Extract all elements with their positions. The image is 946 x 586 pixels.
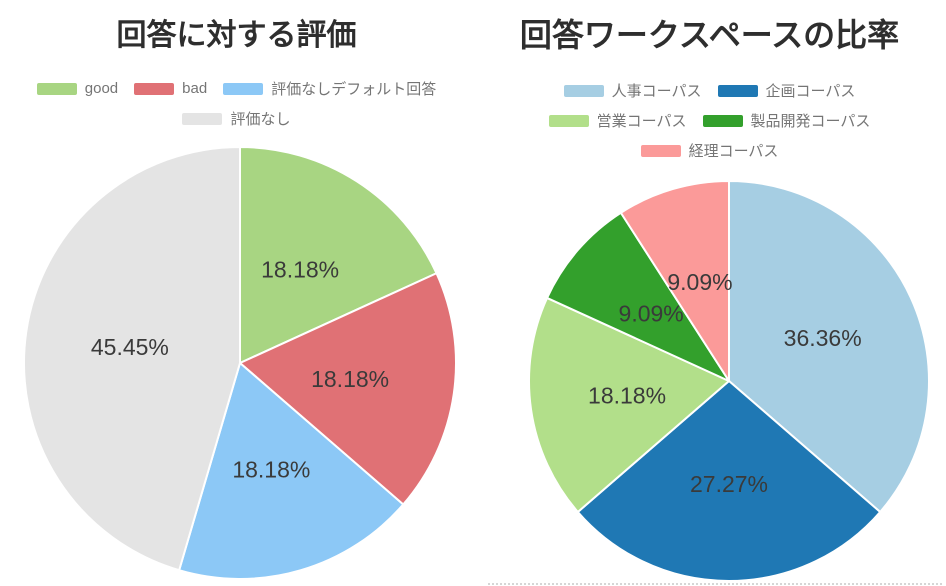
legend-item-0-1: bad [134,80,207,97]
slice-pct-label: 18.18% [311,366,389,392]
pie-slice-0-3 [23,146,241,572]
pie-slice-0-1 [239,272,457,506]
legend-item-1-3: 製品開発コーパス [702,110,871,131]
legend-item-1-2: 営業コーパス [548,110,687,131]
legend-swatch-icon [548,114,589,127]
legend-row: 経理コーパス [640,140,779,161]
pie-slice-1-2 [528,296,730,513]
legend-swatch-icon [702,114,743,127]
legend-row: 評価なし [182,108,291,129]
legend-label: good [84,80,119,97]
bottom-crop-ticks [488,583,942,585]
legend-swatch-icon [182,112,223,125]
legend-item-1-0: 人事コーパス [563,80,702,101]
legend-label: bad [182,80,208,97]
pie-slice-1-4 [619,180,730,382]
legend-row: 人事コーパス 企画コーパス [563,80,856,101]
pie-slice-1-3 [546,211,730,382]
legend-label: 企画コーパス [765,83,856,100]
legend-item-1-4: 経理コーパス [640,140,779,161]
legend-label: 評価なし [230,111,291,128]
slice-pct-label: 9.09% [619,301,684,327]
chart-workspace-ratio: 回答ワークスペースの比率 人事コーパス 企画コーパス営業コーパス 製品開発コーパス経… [473,0,946,586]
legend-swatch-icon [640,144,681,157]
pie-workspace-ratio: 36.36% 27.27% 18.18% 9.09% 9.09% [528,180,930,582]
pie-slice-0-2 [178,362,405,580]
legend-label: 製品開発コーパス [750,113,871,130]
slice-pct-label: 18.18% [588,383,666,409]
legend-label: 評価なしデフォルト回答 [271,81,437,98]
legend-label: 営業コーパス [596,113,687,130]
legend-swatch-icon [36,82,77,95]
slice-pct-label: 45.45% [91,334,169,360]
chart-title-answer-rating: 回答に対する評価 [116,19,357,52]
legend-label: 人事コーパス [611,83,702,100]
legend-workspace-ratio: 人事コーパス 企画コーパス営業コーパス 製品開発コーパス経理コーパス [473,80,946,161]
legend-item-1-1: 企画コーパス [717,80,856,101]
slice-pct-label: 27.27% [690,471,768,497]
legend-answer-rating: good bad 評価なしデフォルト回答評価なし [0,78,473,129]
pie-slice-0-0 [239,146,438,364]
legend-swatch-icon [223,82,264,95]
chart-answer-rating: 回答に対する評価 good bad 評価なしデフォルト回答 評価なし 18.18% 18… [0,19,473,580]
legend-row: 営業コーパス 製品開発コーパス [548,110,871,131]
legend-item-0-0: good [36,80,119,97]
pie-slice-1-1 [576,380,882,582]
legend-swatch-icon [717,84,758,97]
slice-pct-label: 9.09% [667,269,732,295]
legend-item-0-3: 評価なし [182,108,291,129]
legend-item-0-2: 評価なしデフォルト回答 [223,78,436,99]
legend-label: 経理コーパス [688,143,779,160]
chart-title-workspace-ratio: 回答ワークスペースの比率 [519,17,900,53]
slice-pct-label: 18.18% [261,256,339,282]
pie-answer-rating: 18.18% 18.18% 18.18% 45.45% [23,146,457,580]
slice-pct-label: 18.18% [232,457,310,483]
legend-swatch-icon [563,84,604,97]
legend-swatch-icon [134,82,175,95]
slice-pct-label: 36.36% [784,325,862,351]
legend-row: good bad 評価なしデフォルト回答 [36,78,436,99]
pie-slice-1-0 [728,180,930,513]
